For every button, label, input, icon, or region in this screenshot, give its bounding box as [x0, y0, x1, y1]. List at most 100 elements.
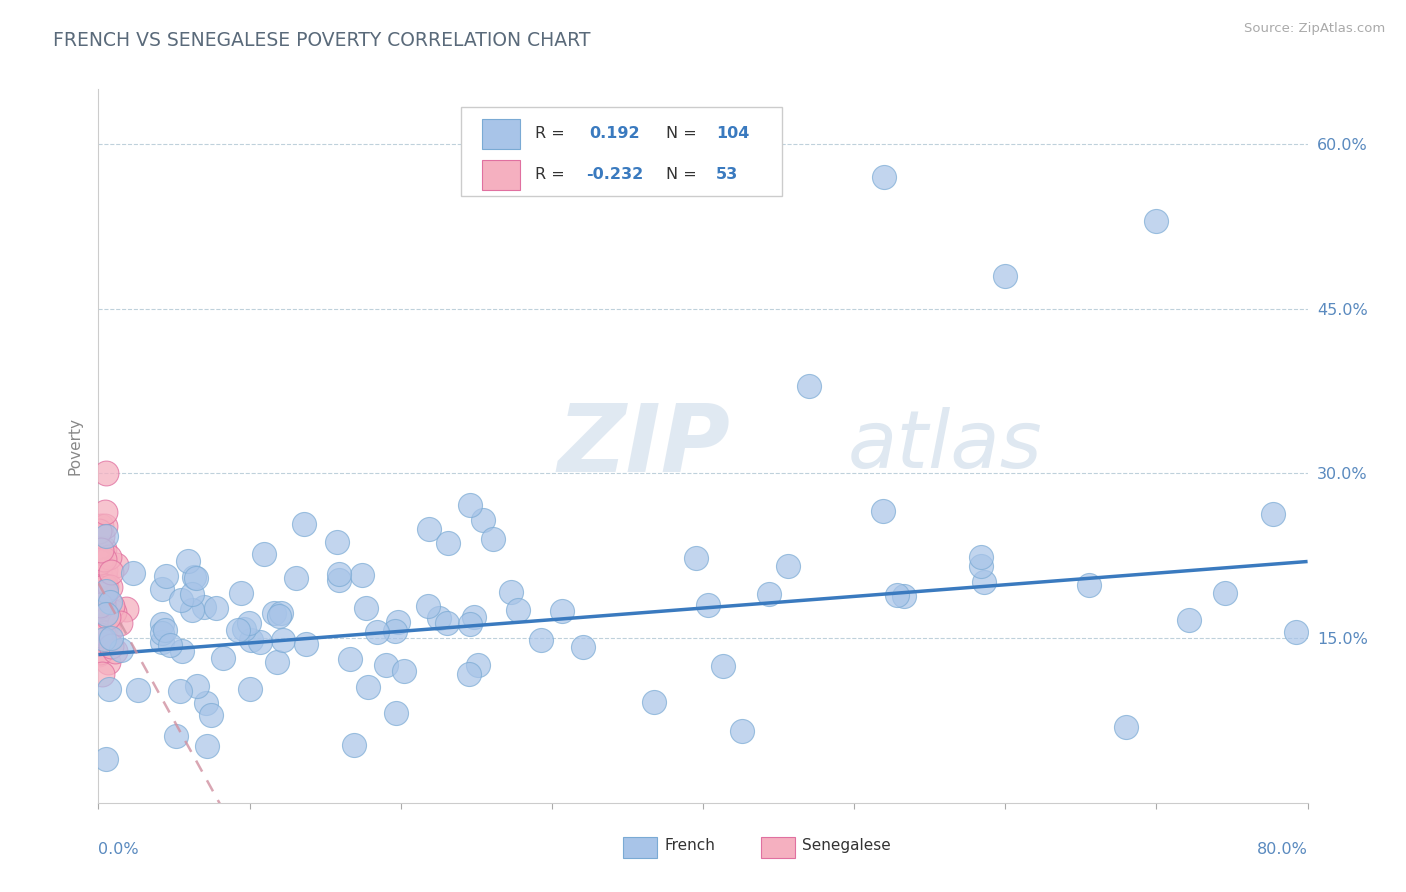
Point [87, 599, 110, 614]
Point [195, 739, 218, 753]
Point [471, 513, 494, 527]
Point [89, 628, 111, 642]
FancyBboxPatch shape [482, 119, 520, 149]
Point [1115, 720, 1137, 734]
Point [1261, 507, 1284, 521]
Point [100, 639, 122, 653]
Point [150, 634, 173, 648]
Point [328, 573, 350, 587]
Point [155, 624, 177, 638]
Point [269, 609, 291, 624]
Text: R =: R = [534, 126, 569, 141]
Point [103, 605, 125, 619]
Point [239, 682, 262, 697]
Point [350, 568, 373, 582]
Point [94, 505, 117, 519]
Point [973, 575, 995, 590]
Text: Source: ZipAtlas.com: Source: ZipAtlas.com [1244, 22, 1385, 36]
Point [89, 628, 111, 642]
Point [970, 559, 993, 574]
Point [457, 667, 479, 681]
Point [127, 683, 149, 698]
Point [94, 579, 117, 593]
Point [110, 643, 132, 657]
Point [91, 626, 114, 640]
Point [100, 632, 122, 646]
Point [270, 607, 292, 621]
Point [108, 615, 131, 630]
Point [328, 567, 350, 582]
Point [97, 549, 120, 564]
Point [797, 378, 820, 392]
Point [458, 617, 481, 632]
FancyBboxPatch shape [761, 837, 794, 858]
Point [90, 581, 112, 595]
Text: 0.0%: 0.0% [98, 842, 139, 857]
Point [460, 498, 482, 512]
Point [418, 522, 440, 536]
Point [326, 535, 349, 549]
Point [193, 600, 215, 615]
Point [165, 730, 187, 744]
Text: ZIP: ZIP [558, 400, 731, 492]
Point [100, 565, 122, 579]
Point [392, 664, 415, 678]
Y-axis label: Poverty: Poverty [67, 417, 83, 475]
Point [94, 529, 117, 543]
Point [87, 576, 110, 591]
Point [366, 624, 388, 639]
Point [1077, 578, 1099, 592]
Point [284, 570, 307, 584]
Point [508, 603, 530, 617]
Point [150, 582, 173, 596]
Point [90, 614, 112, 628]
Point [778, 558, 800, 573]
Point [89, 598, 111, 612]
Point [98, 614, 121, 628]
Point [1177, 613, 1199, 627]
Point [90, 518, 112, 533]
Text: 0.192: 0.192 [589, 126, 640, 141]
Point [994, 268, 1017, 283]
Text: 53: 53 [716, 167, 738, 182]
Point [97, 625, 120, 640]
Point [872, 504, 894, 518]
Point [90, 542, 112, 557]
Point [643, 695, 665, 709]
Point [711, 658, 734, 673]
Text: Senegalese: Senegalese [803, 838, 891, 853]
Point [94, 624, 117, 638]
Point [873, 169, 896, 184]
Point [339, 652, 361, 666]
Point [93, 542, 115, 557]
Point [482, 532, 505, 546]
Point [89, 583, 111, 598]
Point [263, 606, 285, 620]
Point [385, 706, 408, 721]
Point [96, 581, 118, 595]
Point [90, 607, 112, 621]
Point [93, 632, 115, 646]
Point [295, 637, 318, 651]
Point [93, 587, 115, 601]
Text: N =: N = [665, 126, 702, 141]
Point [93, 551, 115, 566]
Point [90, 666, 112, 681]
Point [176, 554, 198, 568]
Point [266, 655, 288, 669]
Point [170, 644, 193, 658]
Point [229, 586, 252, 600]
Text: N =: N = [665, 167, 702, 182]
Point [94, 563, 117, 577]
Point [150, 626, 173, 640]
Point [233, 622, 256, 636]
Point [89, 570, 111, 584]
Point [104, 558, 127, 572]
Point [90, 542, 112, 557]
Point [551, 604, 574, 618]
Point [387, 615, 409, 629]
Point [98, 595, 121, 609]
Point [1144, 214, 1167, 228]
Point [356, 601, 378, 615]
Point [200, 708, 222, 723]
